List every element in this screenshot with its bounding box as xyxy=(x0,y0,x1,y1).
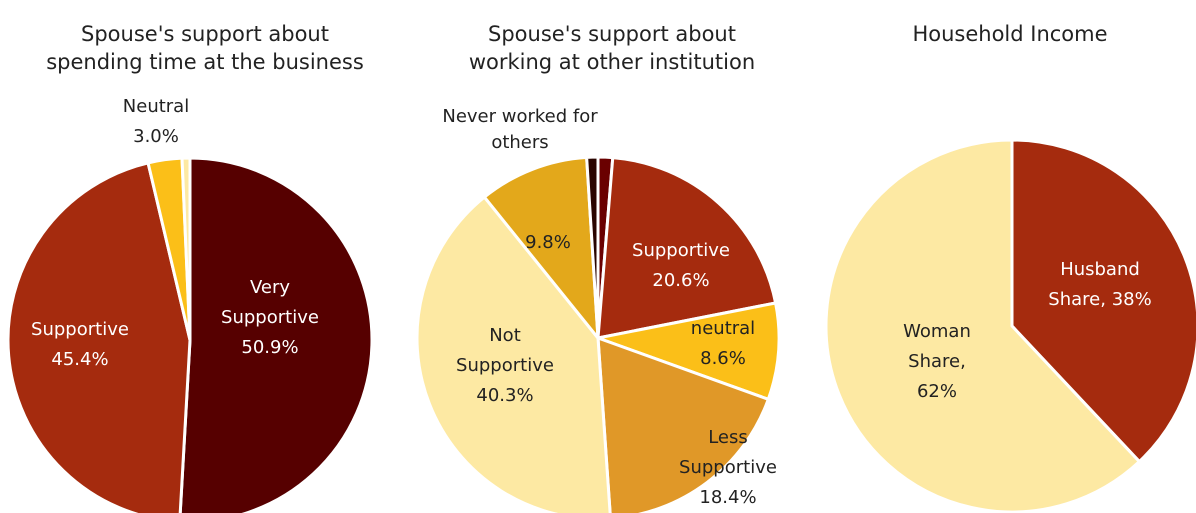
pie-slice xyxy=(1010,138,1196,464)
slice-label: Very Supportive 50.9% xyxy=(205,273,335,363)
value-label: 3.0% xyxy=(133,126,179,147)
category-label: Supportive xyxy=(632,240,730,261)
category-label: neutral xyxy=(690,318,756,339)
slice-label: Woman Share, 62% xyxy=(897,317,977,407)
value-label: 50.9% xyxy=(241,337,299,358)
slice-label: Husband Share, 38% xyxy=(1030,255,1170,315)
slice-label: Never worked for others xyxy=(440,104,600,156)
slice-label: Not Supportive 40.3% xyxy=(440,321,570,411)
category-label: Woman Share, xyxy=(903,321,971,372)
chart-title: Spouse's support about working at other … xyxy=(468,22,756,74)
category-label: Supportive xyxy=(31,319,129,340)
pie-slice xyxy=(596,301,781,401)
category-label: Very Supportive xyxy=(221,277,319,328)
pie-slice xyxy=(6,161,192,513)
chart-title: Household Income xyxy=(912,22,1108,46)
category-label: Neutral xyxy=(122,96,190,117)
category-label: Husband Share, xyxy=(1048,259,1140,310)
value-label: 45.4% xyxy=(51,349,109,370)
value-label: 8.6% xyxy=(700,348,746,369)
pie-slice xyxy=(178,156,374,513)
pie-slice xyxy=(415,195,612,513)
slice-label: neutral 8.6% xyxy=(678,314,768,374)
slice-label: Neutral 3.0% xyxy=(106,92,206,152)
pie-slice xyxy=(585,155,600,340)
pie-slice xyxy=(482,155,600,340)
pie-slice xyxy=(596,336,770,513)
slice-label: Less Supportive 18.4% xyxy=(663,423,793,513)
pie-slice xyxy=(824,138,1141,513)
value-label: 62% xyxy=(916,381,957,402)
value-label: 9.8% xyxy=(525,232,571,253)
category-label: Never worked for others xyxy=(442,106,598,153)
value-label: 40.3% xyxy=(476,385,534,406)
pie-slice xyxy=(596,156,778,340)
value-label: 20.6% xyxy=(652,270,710,291)
slice-label: Supportive 45.4% xyxy=(15,315,145,375)
category-label: Not Supportive xyxy=(456,325,554,376)
category-label: Less Supportive xyxy=(679,427,777,478)
slice-label: Supportive 20.6% xyxy=(616,236,746,296)
value-label: 38% xyxy=(1111,289,1152,310)
chart-title: Spouse's support about spending time at … xyxy=(46,22,364,74)
value-label: 18.4% xyxy=(699,487,757,508)
pie-slice xyxy=(180,156,192,342)
